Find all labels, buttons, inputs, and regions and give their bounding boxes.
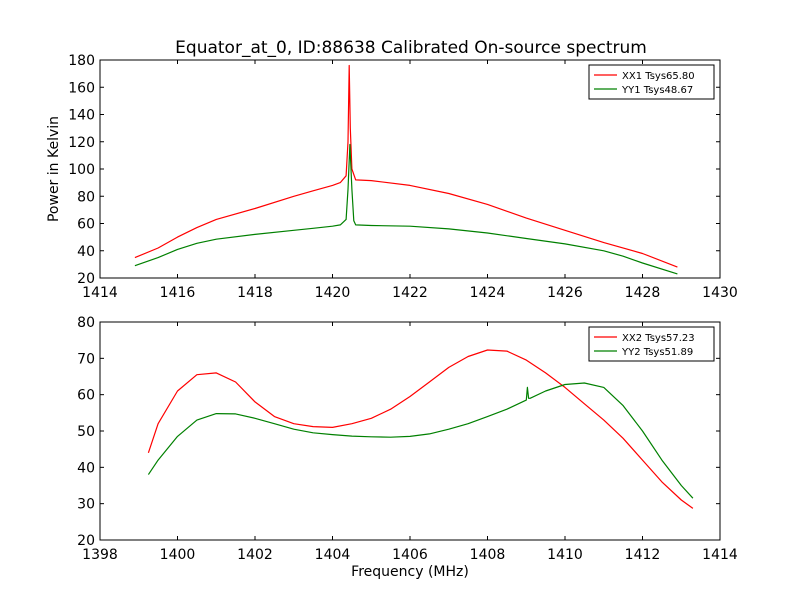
chart-top: 1414 1416 1418 1420 1422 1424 1426 1428 1430 20 40… xyxy=(46,53,738,301)
x-tick-label: 1428 xyxy=(625,285,661,301)
y-tick-label: 20 xyxy=(77,271,95,287)
y-tick-label: 20 xyxy=(77,533,95,549)
x-tick-label: 1420 xyxy=(315,285,351,301)
y-tick-label: 60 xyxy=(77,388,95,404)
figure-title: Equator_at_0, ID:88638 Calibrated On-sou… xyxy=(175,38,647,58)
series-line-yy2 xyxy=(147,382,694,499)
series-line-yy1 xyxy=(134,143,678,275)
legend-label: XX1 Tsys65.80 xyxy=(622,71,695,82)
x-tick-label: 1408 xyxy=(470,547,506,563)
x-tick-label: 1424 xyxy=(470,285,506,301)
x-tick-label: 1414 xyxy=(702,547,738,563)
x-tick-label: 1398 xyxy=(82,547,118,563)
x-tick-label: 1410 xyxy=(547,547,583,563)
y-tick-label: 40 xyxy=(77,244,95,260)
y-tick-label: 30 xyxy=(77,497,95,513)
legend-box xyxy=(588,326,715,362)
x-tick-label: 1426 xyxy=(547,285,583,301)
y-tick-label: 120 xyxy=(68,135,95,151)
y-tick-label: 60 xyxy=(77,217,95,233)
y-tick-label: 80 xyxy=(77,315,95,331)
x-tick-label: 1416 xyxy=(160,285,196,301)
legend-label: YY1 Tsys48.67 xyxy=(621,85,693,96)
y-tick-label: 180 xyxy=(68,53,95,69)
x-axis-label: Frequency (MHz) xyxy=(351,564,469,580)
x-tick-label: 1414 xyxy=(82,285,118,301)
series-line-xx1 xyxy=(134,64,678,268)
chart-bottom: 1398 1400 1402 1404 1406 1408 1410 1412 1414 20 30… xyxy=(77,315,738,580)
x-tick-label: 1404 xyxy=(315,547,351,563)
legend-label: YY2 Tsys51.89 xyxy=(621,347,693,358)
y-tick-label: 140 xyxy=(68,108,95,124)
x-tick-label: 1402 xyxy=(237,547,273,563)
y-axis-label: Power in Kelvin xyxy=(46,116,62,222)
x-tick-label: 1418 xyxy=(237,285,273,301)
y-tick-label: 50 xyxy=(77,424,95,440)
x-tick-label: 1430 xyxy=(702,285,738,301)
y-tick-label: 100 xyxy=(68,162,95,178)
y-tick-label: 40 xyxy=(77,460,95,476)
legend-box xyxy=(588,64,715,100)
x-tick-label: 1412 xyxy=(625,547,661,563)
x-tick-label: 1422 xyxy=(392,285,428,301)
y-tick-label: 80 xyxy=(77,189,95,205)
y-tick-label: 70 xyxy=(77,351,95,367)
y-tick-label: 160 xyxy=(68,80,95,96)
series-line-xx2 xyxy=(147,349,694,509)
x-tick-label: 1406 xyxy=(392,547,428,563)
legend-label: XX2 Tsys57.23 xyxy=(622,333,695,344)
x-tick-label: 1400 xyxy=(160,547,196,563)
